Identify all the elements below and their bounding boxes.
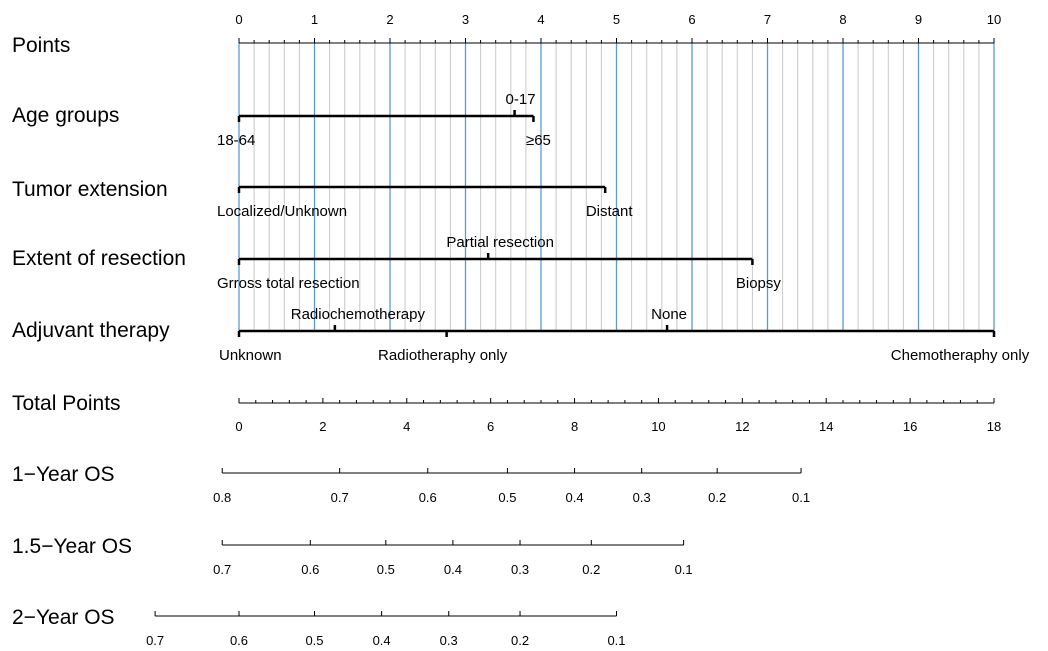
probability-tick-label: 0.5: [305, 633, 323, 648]
row-label: Age groups: [12, 104, 119, 127]
probability-tick-label: 0.7: [331, 490, 349, 505]
probability-tick-label: 0.3: [440, 633, 458, 648]
tick-label: 1: [311, 12, 318, 27]
probability-tick-label: 0.6: [419, 490, 437, 505]
level-label: Chemotheraphy only: [891, 347, 1030, 364]
level-label: Biopsy: [736, 275, 782, 292]
tick-label: 2: [386, 12, 393, 27]
row-label: 1−Year OS: [12, 463, 115, 486]
probability-tick-label: 0.2: [582, 562, 600, 577]
row-label: Adjuvant therapy: [12, 319, 170, 342]
level-label: ≥65: [526, 132, 551, 149]
level-label: 18-64: [217, 132, 255, 149]
row-label: Extent of resection: [12, 247, 186, 270]
level-label: None: [651, 306, 687, 323]
probability-tick-label: 0.6: [301, 562, 319, 577]
tick-label: 10: [651, 419, 665, 434]
tick-label: 6: [688, 12, 695, 27]
probability-tick-label: 0.1: [675, 562, 693, 577]
tick-label: 8: [571, 419, 578, 434]
tick-label: 0: [235, 419, 242, 434]
tick-label: 3: [462, 12, 469, 27]
row-label: Total Points: [12, 392, 121, 415]
tick-label: 8: [839, 12, 846, 27]
probability-tick-label: 0.4: [566, 490, 584, 505]
tick-label: 18: [987, 419, 1001, 434]
row-2-year-os: 2−Year OS 0.7 0.6 0.5 0.4 0.3 0.2 0.1: [12, 606, 626, 648]
row-points: Points 0 1 2 3 4 5 6 7 8 9 10: [12, 12, 1001, 57]
tick-label: 16: [903, 419, 917, 434]
tick-label: 4: [537, 12, 544, 27]
tick-label: 5: [613, 12, 620, 27]
row-total-points: Total Points 0 2 4 6 8 10 12 14 16 18: [12, 392, 1001, 434]
probability-tick-label: 0.6: [230, 633, 248, 648]
tick-label: 10: [987, 12, 1001, 27]
probability-tick-label: 0.7: [146, 633, 164, 648]
probability-tick-label: 0.2: [511, 633, 529, 648]
row-label: 2−Year OS: [12, 606, 115, 629]
probability-tick-label: 0.7: [213, 562, 231, 577]
row-label: Tumor extension: [12, 178, 168, 201]
probability-tick-label: 0.5: [498, 490, 516, 505]
level-label: Distant: [586, 203, 634, 220]
tick-label: 4: [403, 419, 410, 434]
row-age-groups: Age groups 18-64 0-17 ≥65: [12, 91, 551, 149]
row-adjuvant-therapy: Adjuvant therapy Unknown Radiochemotherapy…: [12, 306, 1030, 364]
probability-tick-label: 0.2: [708, 490, 726, 505]
tick-label: 7: [764, 12, 771, 27]
probability-tick-label: 0.1: [792, 490, 810, 505]
level-label: Partial resection: [446, 234, 554, 251]
row-label: Points: [12, 34, 70, 57]
level-label: Grross total resection: [217, 275, 360, 292]
level-label: Unknown: [219, 347, 282, 364]
row-1-5-year-os: 1.5−Year OS 0.7 0.6 0.5 0.4 0.3 0.2 0.1: [12, 535, 693, 577]
tick-label: 14: [819, 419, 833, 434]
level-label: Radiochemotherapy: [291, 306, 426, 323]
probability-tick-label: 0.1: [607, 633, 625, 648]
row-label: 1.5−Year OS: [12, 535, 132, 558]
tick-label: 12: [735, 419, 749, 434]
level-label: 0-17: [506, 91, 536, 108]
tick-label: 9: [915, 12, 922, 27]
level-label: Localized/Unknown: [217, 203, 347, 220]
row-1-year-os: 1−Year OS 0.8 0.7 0.6 0.5 0.4 0.3 0.2 0.1: [12, 463, 810, 505]
tick-label: 6: [487, 419, 494, 434]
probability-tick-label: 0.3: [511, 562, 529, 577]
probability-tick-label: 0.5: [377, 562, 395, 577]
probability-tick-label: 0.3: [633, 490, 651, 505]
probability-tick-label: 0.4: [373, 633, 391, 648]
level-label: Radiotheraphy only: [378, 347, 508, 364]
probability-tick-label: 0.8: [213, 490, 231, 505]
tick-label: 0: [235, 12, 242, 27]
row-extent-of-resection: Extent of resection Grross total resectio…: [12, 234, 781, 292]
tick-label: 2: [319, 419, 326, 434]
probability-tick-label: 0.4: [444, 562, 462, 577]
row-tumor-extension: Tumor extension Localized/Unknown Distant: [12, 178, 633, 220]
